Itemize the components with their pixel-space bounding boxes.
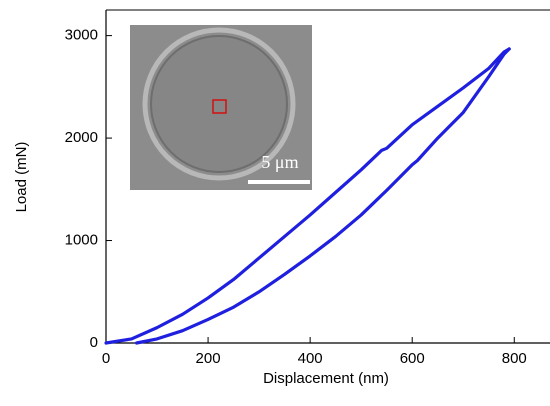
x-tick-label: 800 [502, 350, 527, 367]
scale-bar-label: 5 μm [261, 152, 298, 172]
chart: 5 μm Displacement (nm) Load (mN) 0 200 400… [0, 0, 550, 406]
x-axis-label: Displacement (nm) [263, 370, 389, 387]
x-tick-label: 400 [298, 350, 323, 367]
y-tick-label: 0 [90, 334, 98, 351]
y-tick-label: 2000 [65, 129, 98, 146]
x-tick-label: 200 [196, 350, 221, 367]
x-tick-label: 600 [400, 350, 425, 367]
x-tick-label: 0 [102, 350, 110, 367]
y-tick-label: 3000 [65, 27, 98, 44]
y-axis-label: Load (mN) [13, 142, 30, 213]
y-tick-label: 1000 [65, 232, 98, 249]
